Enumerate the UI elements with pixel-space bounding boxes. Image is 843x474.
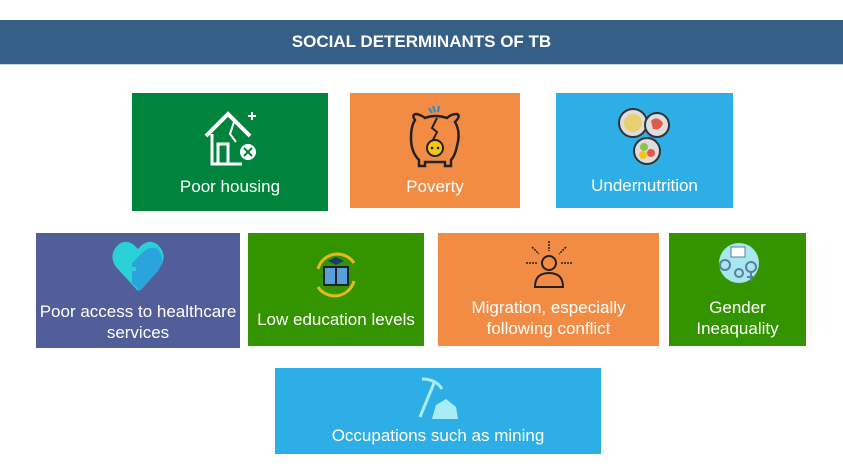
tile-label: Poor housing <box>179 176 281 196</box>
page-title: SOCIAL DETERMINANTS OF TB <box>0 20 843 65</box>
heart-house-icon <box>112 241 164 291</box>
pickaxe-rock-icon <box>418 377 458 419</box>
person-pressure-icon <box>525 240 572 288</box>
tile-label: Low education levels <box>257 310 415 329</box>
tile-label: Occupations such as mining <box>331 425 545 445</box>
tile-poor-healthcare-access: Poor access to healthcare services <box>36 233 240 348</box>
damaged-house-icon <box>204 110 256 165</box>
gender-symbols-icon <box>718 242 759 283</box>
tile-label: Gender Ineaquality <box>696 297 779 338</box>
food-plates-icon <box>617 108 670 165</box>
tile-label: Poverty <box>406 177 464 196</box>
tile-undernutrition: Undernutrition <box>556 93 733 208</box>
tile-gender-inequality: Gender Ineaquality <box>669 233 806 346</box>
tile-label: Undernutrition <box>591 176 698 195</box>
tile-poor-housing: Poor housing <box>132 93 328 211</box>
tile-poverty: Poverty <box>350 93 520 208</box>
tile-occupations: Occupations such as mining <box>275 368 601 454</box>
tile-migration: Migration, especially following conflict <box>438 233 659 346</box>
book-cycle-icon <box>316 252 356 298</box>
tile-label: Poor access to healthcare services <box>39 301 237 342</box>
title-text: SOCIAL DETERMINANTS OF TB <box>291 32 552 51</box>
tile-label: Migration, especially following conflict <box>471 297 626 338</box>
tile-low-education: Low education levels <box>248 233 424 346</box>
broken-piggy-bank-icon <box>409 105 460 168</box>
